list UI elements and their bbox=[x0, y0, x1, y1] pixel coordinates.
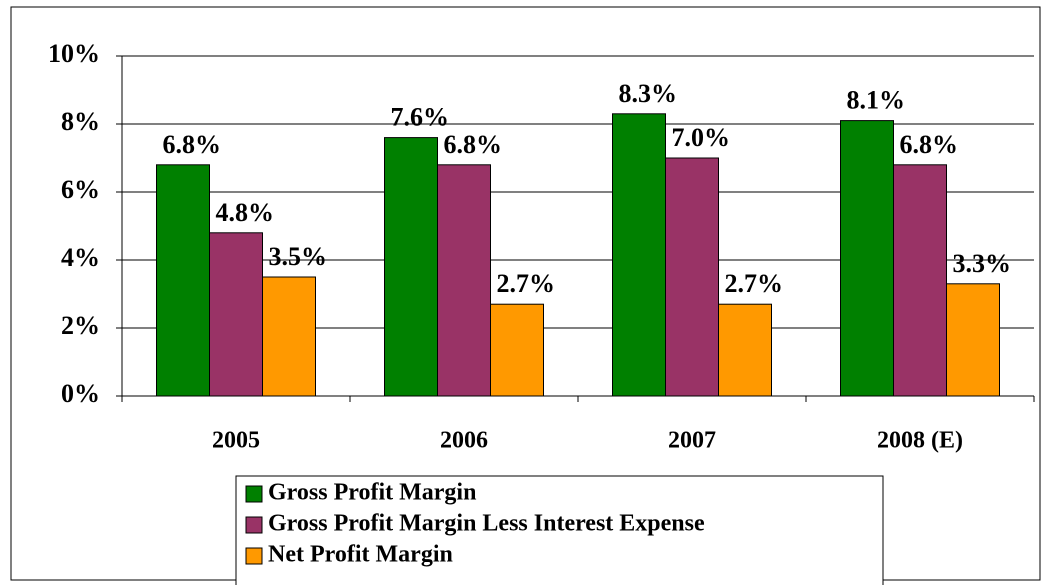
legend-swatch bbox=[245, 516, 263, 534]
y-tick-label: 2% bbox=[61, 311, 100, 340]
bar bbox=[490, 303, 544, 397]
x-tick-label: 2007 bbox=[668, 428, 716, 454]
bar bbox=[384, 137, 438, 397]
value-label: 3.3% bbox=[953, 249, 1012, 278]
value-label: 8.3% bbox=[619, 79, 678, 108]
legend-swatch bbox=[245, 485, 263, 503]
bar bbox=[209, 232, 263, 397]
bar bbox=[893, 164, 947, 397]
value-label: 6.8% bbox=[900, 130, 959, 159]
legend-swatch bbox=[245, 547, 263, 565]
value-label: 4.8% bbox=[216, 198, 275, 227]
x-tick-label: 2005 bbox=[212, 428, 260, 454]
value-label: 7.0% bbox=[672, 123, 731, 152]
legend-label: Net Profit Margin bbox=[268, 542, 453, 568]
bar bbox=[262, 276, 316, 397]
legend-label: Gross Profit Margin Less Interest Expens… bbox=[268, 511, 705, 537]
bar bbox=[665, 157, 719, 397]
bar bbox=[437, 164, 491, 397]
bar bbox=[840, 120, 894, 397]
value-label: 8.1% bbox=[847, 86, 906, 115]
x-tick-label: 2008 (E) bbox=[877, 428, 963, 454]
y-tick-label: 8% bbox=[61, 107, 100, 136]
y-tick-label: 6% bbox=[61, 175, 100, 204]
bar bbox=[156, 164, 210, 397]
x-tick-label: 2006 bbox=[440, 428, 488, 454]
value-label: 2.7% bbox=[725, 269, 784, 298]
value-label: 6.8% bbox=[163, 130, 222, 159]
y-tick-label: 0% bbox=[61, 379, 100, 408]
y-tick-label: 4% bbox=[61, 243, 100, 272]
bar bbox=[718, 303, 772, 397]
y-tick-label: 10% bbox=[48, 39, 100, 68]
value-label: 3.5% bbox=[269, 242, 328, 271]
bar bbox=[612, 113, 666, 397]
value-label: 6.8% bbox=[444, 130, 503, 159]
bar bbox=[946, 283, 1000, 397]
legend-label: Gross Profit Margin bbox=[268, 480, 476, 506]
legend-box bbox=[235, 475, 884, 585]
value-label: 7.6% bbox=[391, 103, 450, 132]
value-label: 2.7% bbox=[497, 269, 556, 298]
